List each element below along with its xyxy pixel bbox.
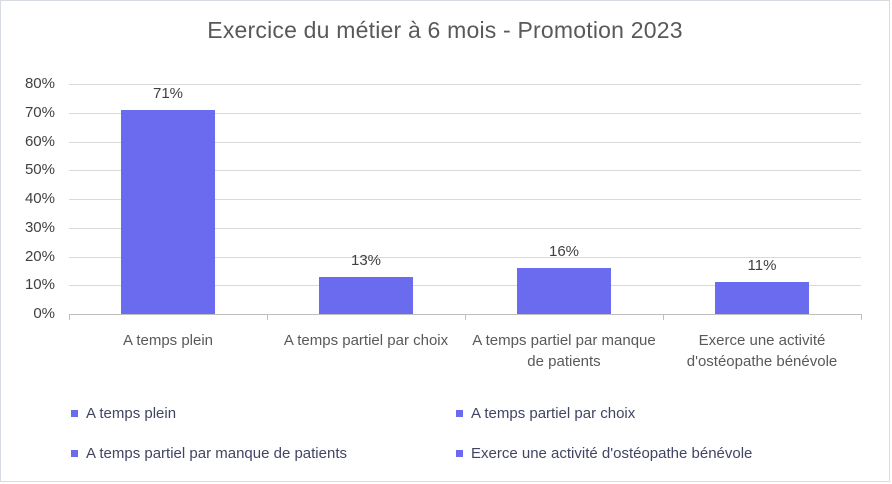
gridline-80 [69,84,861,85]
legend-label: A temps partiel par choix [471,404,636,422]
gridline-70 [69,112,861,114]
y-tick-label-60: 60% [24,132,55,150]
legend-marker-icon [71,449,78,457]
gridline-10 [69,285,861,287]
legend-label: A temps plein [86,404,177,422]
legend-marker-icon [456,409,463,417]
gridline-20 [69,256,861,258]
legend-item-4: Exerce une activité d'ostéopathe bénévol… [456,445,871,462]
x-axis-tick [465,314,466,320]
gridline-40 [69,199,861,200]
value-label-1: 71% [152,84,184,102]
bar-1 [121,109,215,314]
y-tick-label-0: 0% [33,305,55,322]
value-label-2: 13% [350,251,382,269]
y-tick-label-20: 20% [24,247,55,265]
x-axis-labels: A temps plein A temps partiel par choix A … [69,330,861,372]
y-tick-label-70: 70% [24,103,55,121]
gridline-60 [69,141,861,143]
legend-label: Exerce une activité d'ostéopathe bénévol… [471,444,753,462]
value-label-3: 16% [548,243,580,260]
y-tick-label-50: 50% [24,161,55,179]
gridline-30 [69,227,861,229]
legend-marker-icon [456,449,463,457]
y-tick-label-40: 40% [24,190,55,207]
value-label-4: 11% [747,257,777,275]
bar-3 [517,268,611,314]
category-label-1: A temps plein [122,332,214,349]
category-label-2: A temps partiel par choix [283,332,449,349]
category-label-4: Exerce une activité d'ostéopathe bénévol… [686,332,838,370]
gridline-50 [69,170,861,172]
x-axis-tick [663,314,664,320]
category-label-3: A temps partiel par manque de patients [472,332,656,370]
legend: A temps plein A temps partiel par choix A … [71,400,871,466]
legend-item-1: A temps plein [71,405,456,422]
bar-4 [715,282,809,314]
legend-item-2: A temps partiel par choix [456,405,871,422]
legend-label: A temps partiel par manque de patients [86,444,347,462]
y-tick-label-80: 80% [24,75,55,92]
y-tick-label-10: 10% [24,276,55,294]
bar-2 [319,276,413,314]
legend-item-3: A temps partiel par manque de patients [71,445,456,462]
y-tick-label-30: 30% [24,218,55,236]
legend-marker-icon [71,409,78,417]
x-axis-tick [69,314,70,320]
x-axis-tick [267,314,268,320]
chart-title: Exercice du métier à 6 mois - Promotion … [207,17,683,43]
y-axis-labels: 0% 10% 20% 30% 40% 50% 60% 70% 80% [1,1,61,331]
plot-area: 71% 13% 16% 11% [69,84,862,320]
x-axis-tick [861,314,862,320]
